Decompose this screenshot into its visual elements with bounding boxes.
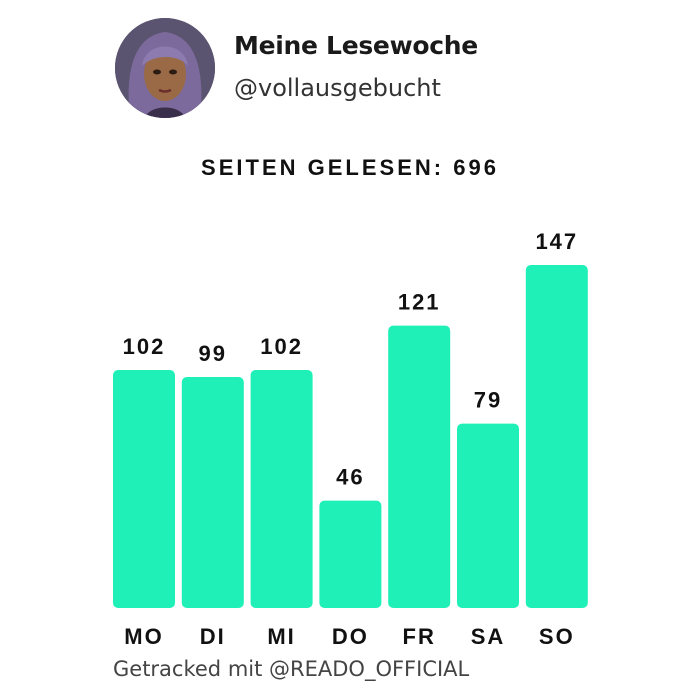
avatar-portrait-icon bbox=[115, 18, 215, 118]
bar-value-label: 102 bbox=[123, 334, 166, 359]
bar-value-label: 99 bbox=[199, 341, 227, 366]
avatar[interactable] bbox=[115, 18, 215, 118]
day-tick-label: DI bbox=[200, 624, 226, 649]
bar-value-label: 147 bbox=[535, 229, 578, 254]
day-tick-label: SA bbox=[471, 624, 506, 649]
bar-mo bbox=[113, 370, 175, 608]
bar-so bbox=[525, 265, 588, 608]
pages-read-headline: SEITEN GELESEN: 696 bbox=[0, 155, 700, 181]
footer-credit: Getracked mit @READO_OFFICIAL bbox=[113, 657, 470, 681]
bar-do bbox=[319, 500, 382, 608]
pages-read-label: SEITEN GELESEN: bbox=[201, 155, 445, 180]
profile-title: Meine Lesewoche bbox=[234, 31, 478, 60]
day-tick-label: MI bbox=[267, 624, 295, 649]
bar-value-label: 121 bbox=[398, 290, 441, 315]
pages-read-total: 696 bbox=[453, 155, 499, 180]
bar-value-label: 79 bbox=[474, 388, 502, 413]
day-tick-label: SO bbox=[539, 624, 575, 649]
bar-value-label: 46 bbox=[336, 465, 364, 490]
profile-handle[interactable]: @vollausgebucht bbox=[234, 74, 441, 102]
day-tick-label: FR bbox=[403, 624, 436, 649]
day-tick-label: MO bbox=[124, 624, 163, 649]
bar-value-label: 102 bbox=[260, 334, 303, 359]
bar-di bbox=[181, 377, 244, 608]
bar-fr bbox=[388, 325, 451, 608]
bar-sa bbox=[457, 423, 519, 608]
bar-mi bbox=[250, 370, 313, 608]
day-tick-label: DO bbox=[332, 624, 369, 649]
